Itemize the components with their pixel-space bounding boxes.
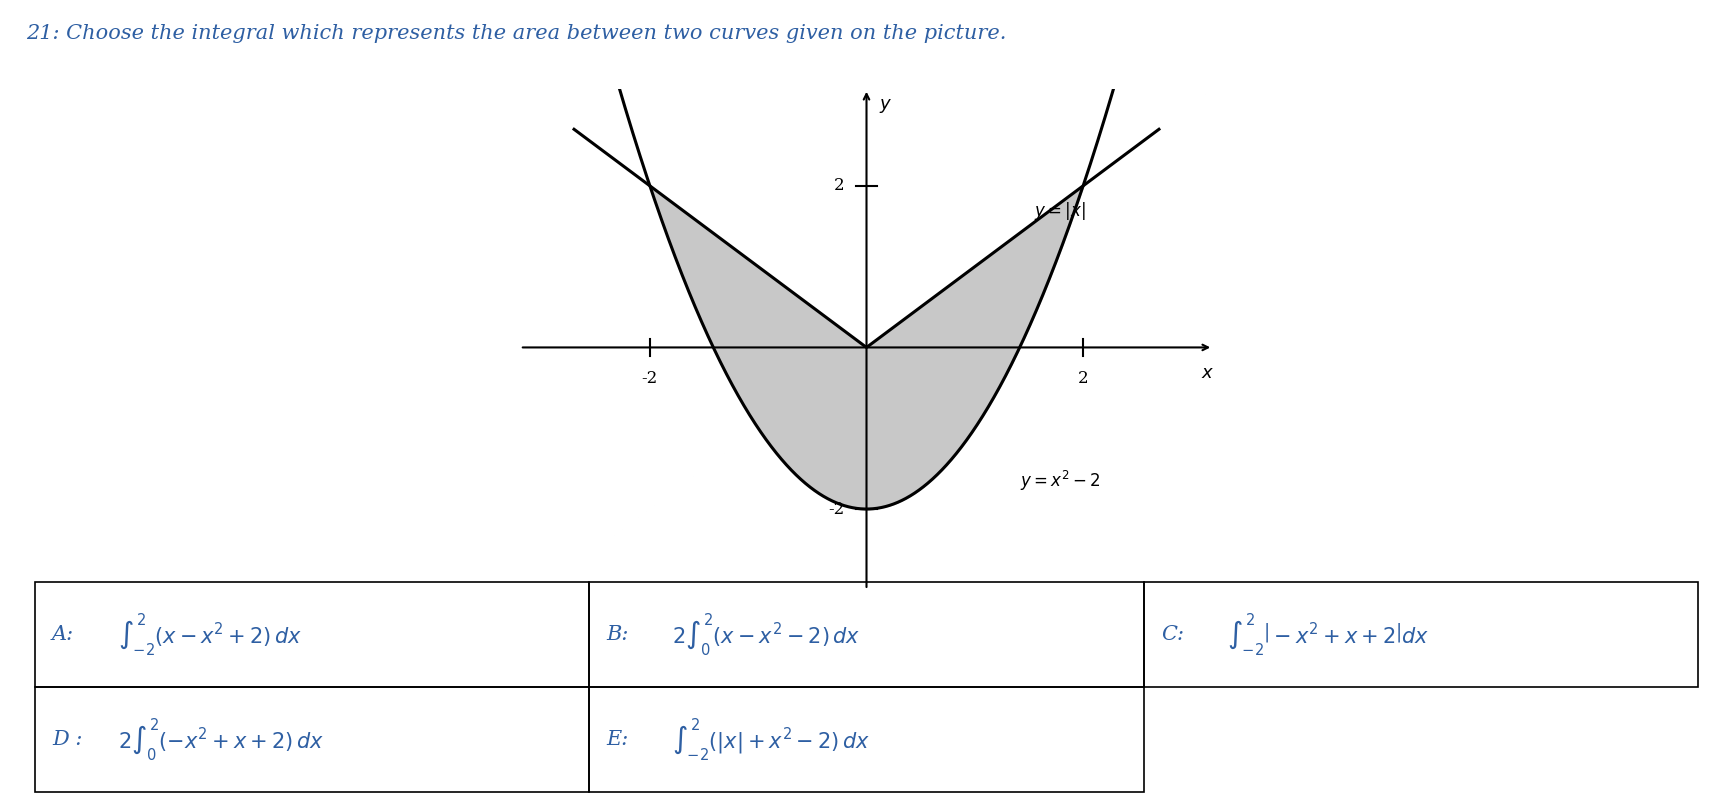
Text: $2\int_{0}^{2}(-x^2 + x + 2)\,dx$: $2\int_{0}^{2}(-x^2 + x + 2)\,dx$ [118,716,324,763]
Text: -2: -2 [641,370,658,387]
Text: -2: -2 [828,500,843,518]
Text: 2: 2 [833,177,843,195]
Text: B:: B: [606,625,629,644]
Text: A:: A: [52,625,74,644]
Text: $y$: $y$ [878,97,892,115]
Text: $\int_{-2}^{2}(|x| + x^2 - 2)\,dx$: $\int_{-2}^{2}(|x| + x^2 - 2)\,dx$ [672,716,869,763]
Text: 2: 2 [1077,370,1088,387]
Text: $x$: $x$ [1200,364,1214,381]
Text: $y = |x|$: $y = |x|$ [1034,200,1086,222]
Text: $2\int_{0}^{2}(x - x^2 - 2)\,dx$: $2\int_{0}^{2}(x - x^2 - 2)\,dx$ [672,611,861,658]
Text: $\int_{-2}^{2}(x - x^2 + 2)\,dx$: $\int_{-2}^{2}(x - x^2 + 2)\,dx$ [118,611,301,658]
Text: C:: C: [1160,625,1183,644]
Text: E:: E: [606,730,629,749]
Text: $\int_{-2}^{2}\left|-x^2 + x + 2\right|dx$: $\int_{-2}^{2}\left|-x^2 + x + 2\right|d… [1226,611,1429,658]
Text: 21: Choose the integral which represents the area between two curves given on th: 21: Choose the integral which represents… [26,24,1006,44]
Text: D :: D : [52,730,83,749]
Text: $y = x^2 - 2$: $y = x^2 - 2$ [1020,469,1100,493]
